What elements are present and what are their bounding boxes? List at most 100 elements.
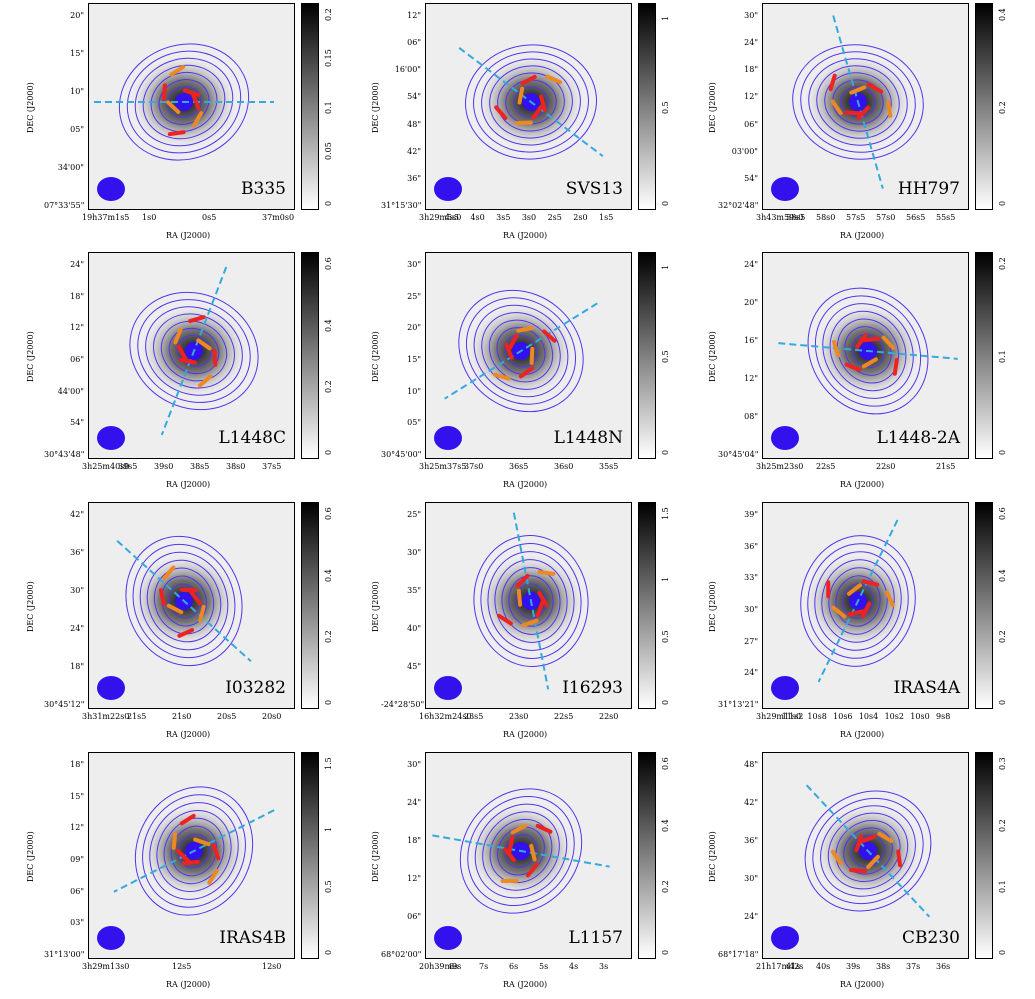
outflow-axis — [817, 519, 899, 683]
y-tick-label: 30" — [744, 605, 758, 614]
source-name: L1448-2A — [876, 428, 960, 448]
x-tick-label: 40s — [816, 962, 831, 971]
source-name: L1448C — [218, 428, 286, 448]
x-tick-label: 3h31m22s0 — [82, 712, 130, 721]
y-axis-label: DEC (J2000) — [371, 82, 380, 133]
y-tick-label: 25" — [407, 291, 421, 301]
colorbar-tick-label: 0 — [661, 949, 670, 955]
panel-l1448c: L1448C 24" 18" 12" 06" 44'00" 54" 30°43'48" 3h25… — [26, 252, 348, 497]
source-name: L1448N — [553, 428, 623, 448]
contour-map-svg — [771, 519, 916, 700]
x-tick-label: 3h29m11s2 — [756, 712, 804, 721]
y-tick-label: 06" — [70, 886, 84, 896]
x-tick-label: 3h25m23s0 — [756, 462, 804, 471]
y-tick-label: 06" — [70, 355, 84, 364]
x-tick-label: 6s — [509, 962, 519, 971]
colorbar-tick-label: 0.4 — [998, 8, 1007, 21]
source-name: I03282 — [225, 678, 286, 698]
contour-map-svg — [771, 784, 932, 950]
x-tick-label: 36s5 — [509, 462, 529, 471]
x-tick-label: 3h43m59s0 — [756, 213, 804, 222]
x-tick-label: 3h25m40s0 — [82, 462, 130, 471]
y-tick-label: 18" — [70, 662, 84, 671]
colorbar-tick-label: 0.5 — [661, 100, 670, 114]
y-tick-label: 08" — [744, 412, 758, 421]
x-tick-label: 22s5 — [554, 712, 574, 721]
y-tick-label: 42" — [407, 146, 421, 156]
x-tick-label: 22s0 — [876, 462, 896, 471]
y-tick-label: 16'00" — [394, 65, 421, 75]
x-tick-label: 37m0s0 — [262, 213, 295, 222]
contour-map-svg — [94, 43, 274, 201]
y-tick-label: 18" — [70, 291, 84, 301]
panel-iras4a: IRAS4A 39" 36" 33" 30" 27" 24" 31°13'21" 3h29m11… — [708, 502, 1022, 747]
y-tick-label: 15" — [407, 355, 421, 364]
y-tick-label: 25" — [407, 510, 421, 519]
x-tick-label: 3s — [599, 962, 609, 971]
x-tick-label: 37s5 — [262, 462, 282, 471]
colorbar-tick-label: 0.4 — [324, 318, 333, 332]
panel-svs13: SVS13 12" 06" 16'00" 54" 48" 42" 36" 31°15'30" 3h… — [371, 3, 685, 248]
x-tick-label: 21s5 — [936, 462, 956, 471]
x-axis-label: RA (J2000) — [166, 730, 211, 739]
beam-ellipse — [97, 676, 125, 700]
x-tick-label: 7s — [479, 962, 489, 971]
colorbar — [638, 752, 656, 959]
y-tick-label: 30" — [744, 11, 758, 20]
beam-ellipse — [434, 177, 462, 201]
panel-iras4b: IRAS4B 18" 15" 12" 09" 06" 03" 31°13'00" 3h29m13… — [26, 752, 348, 997]
y-tick-label: 03" — [70, 918, 84, 928]
y-tick-label: 24" — [744, 38, 758, 48]
colorbar — [301, 502, 319, 709]
colorbar-tick-label: 1 — [661, 576, 670, 582]
y-tick-label: 36" — [744, 541, 758, 551]
x-tick-label: 55s5 — [936, 213, 956, 222]
intensity-map: HH797 — [762, 3, 969, 210]
colorbar-tick-label: 0.2 — [998, 257, 1007, 270]
polarization-vectors — [830, 831, 903, 874]
panel-l1448n: L1448N 30" 25" 20" 15" 10" 05" 30°45'00" 3h25m37… — [371, 252, 685, 497]
x-tick-label: 38s0 — [226, 462, 246, 471]
colorbar — [638, 252, 656, 459]
y-tick-label: 27" — [744, 636, 758, 646]
y-tick-label: 12" — [744, 92, 758, 102]
y-tick-label: 24" — [744, 260, 758, 269]
colorbar — [975, 3, 993, 210]
x-tick-label: 4s — [569, 962, 579, 971]
beam-ellipse — [771, 177, 799, 201]
y-tick-label: 05" — [407, 418, 421, 428]
colorbar-tick-label: 0.2 — [324, 8, 333, 21]
y-tick-label: 31°13'00" — [44, 950, 85, 959]
y-tick-label: 12" — [744, 374, 758, 383]
colorbar-tick-label: 0.2 — [324, 630, 333, 644]
y-tick-label: 54" — [407, 92, 421, 102]
contour-lines — [473, 535, 589, 667]
panel-l1157: L1157 30" 24" 18" 12" 06" 68°02'00" 20h39m9s 8s 7… — [371, 752, 685, 997]
x-tick-label: 1s5 — [599, 213, 614, 222]
y-tick-label: 30°45'12" — [44, 700, 85, 709]
contour-lines — [459, 788, 583, 914]
polarization-vectors — [832, 333, 899, 376]
outflow-axis — [116, 540, 252, 662]
colorbar — [975, 252, 993, 459]
y-tick-label: 36" — [744, 836, 758, 845]
panel-i16293: I16293 25" 30" 35" 40" 45" -24°28'50" 16h32m24s… — [371, 502, 685, 747]
outflow-axis — [113, 809, 275, 893]
x-tick-label: 23s5 — [464, 712, 484, 721]
polarization-vectors — [173, 315, 218, 388]
colorbar-tick-label: 0 — [324, 699, 333, 705]
x-tick-label: 4s0 — [470, 213, 485, 222]
x-tick-label: 0s5 — [202, 213, 217, 222]
colorbar — [301, 252, 319, 459]
contour-lines — [125, 535, 243, 667]
y-tick-label: 31°15'30" — [381, 201, 422, 210]
colorbar — [638, 3, 656, 210]
x-tick-label: 12s5 — [172, 962, 192, 971]
colorbar-tick-label: 0.2 — [661, 880, 670, 894]
colorbar-tick-label: 0.4 — [324, 568, 333, 582]
colorbar-tick-label: 1.5 — [661, 507, 670, 520]
contour-lines — [792, 44, 924, 160]
colorbar-tick-label: 1 — [661, 264, 670, 270]
colorbar-tick-label: 0 — [661, 200, 670, 206]
panel-hh797: HH797 30" 24" 18" 12" 06" 03'00" 54" 32°02'48" 3h… — [708, 3, 1022, 248]
